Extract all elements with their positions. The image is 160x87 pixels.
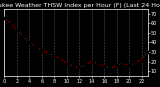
Point [90,61,93,62]
Point [72,66,74,67]
Point [3,18,6,19]
Point [109,68,112,69]
Point [134,63,137,64]
Point [16,29,18,31]
Point [128,65,130,66]
Point [59,58,62,59]
Point [147,51,149,53]
Point [47,52,49,54]
Point [40,49,43,51]
Point [65,63,68,64]
Point [28,42,31,43]
Point [84,64,87,65]
Title: Milwaukee Weather THSW Index per Hour (F) (Last 24 Hours): Milwaukee Weather THSW Index per Hour (F… [0,3,160,8]
Point [34,46,37,47]
Point [122,62,124,63]
Point [97,63,99,64]
Point [9,23,12,24]
Point [78,67,80,68]
Point [103,66,105,67]
Point [115,65,118,66]
Point [22,35,24,36]
Point [53,55,56,57]
Point [140,59,143,60]
